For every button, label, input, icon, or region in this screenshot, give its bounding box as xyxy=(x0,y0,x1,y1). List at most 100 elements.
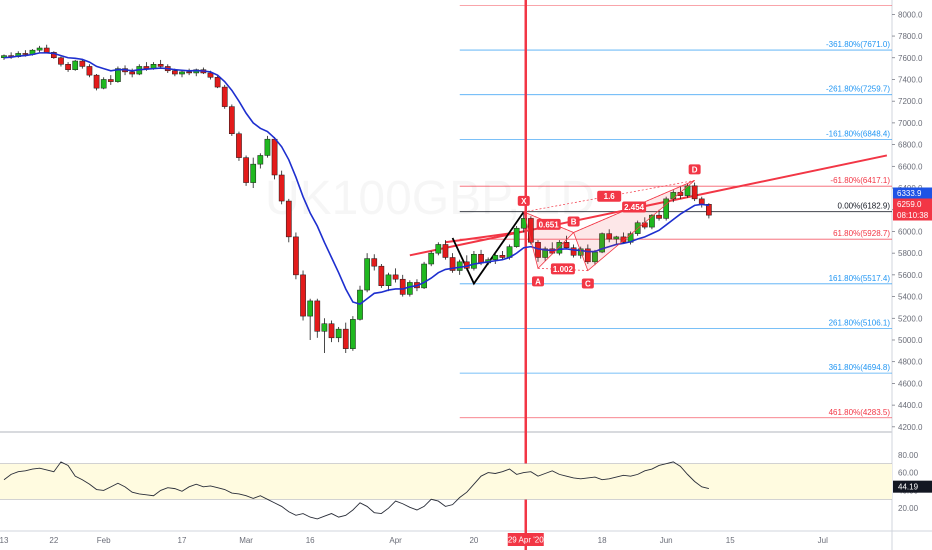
candle[interactable] xyxy=(513,226,520,248)
candle-body xyxy=(570,247,577,256)
candle[interactable] xyxy=(257,153,264,169)
price-tick-label: 6800.0 xyxy=(898,141,923,150)
candle[interactable] xyxy=(606,229,613,243)
candle-body xyxy=(421,263,427,289)
candle-body xyxy=(342,328,349,349)
candle[interactable] xyxy=(428,250,435,267)
candle[interactable] xyxy=(193,68,200,77)
candle[interactable] xyxy=(100,77,107,90)
harmonic-point-x[interactable]: X xyxy=(517,195,530,206)
harmonic-ratio[interactable]: 2.454 xyxy=(622,201,647,213)
candle-body xyxy=(442,244,449,258)
harmonic-point-a[interactable]: A xyxy=(532,276,544,287)
candle[interactable] xyxy=(271,137,278,180)
candle[interactable] xyxy=(435,242,442,256)
candle[interactable] xyxy=(556,240,563,256)
candle[interactable] xyxy=(364,253,370,293)
candle[interactable] xyxy=(250,157,257,189)
candle-body xyxy=(179,71,185,75)
candle[interactable] xyxy=(236,131,242,161)
candle[interactable] xyxy=(570,244,577,258)
candle[interactable] xyxy=(93,74,100,91)
candle[interactable] xyxy=(228,104,235,136)
wedge-pattern-line[interactable] xyxy=(451,211,525,286)
candle-body xyxy=(36,47,43,51)
trendline[interactable] xyxy=(445,230,524,244)
candle[interactable] xyxy=(72,59,79,71)
candle[interactable] xyxy=(691,182,698,202)
candle[interactable] xyxy=(264,135,271,158)
candle[interactable] xyxy=(86,64,93,78)
candle[interactable] xyxy=(300,270,306,321)
candle[interactable] xyxy=(36,45,43,53)
harmonic-ratio-badge xyxy=(597,190,622,202)
time-highlight-tag[interactable]: 29 Apr '20 xyxy=(507,533,544,546)
harmonic-point-d[interactable]: D xyxy=(688,164,701,175)
candle[interactable] xyxy=(378,264,385,288)
price-tick-label: 5200.0 xyxy=(898,314,923,323)
candle[interactable] xyxy=(314,298,321,338)
candle-body xyxy=(243,157,249,183)
candle[interactable] xyxy=(58,56,64,67)
candle[interactable] xyxy=(328,320,335,343)
candle-body xyxy=(556,242,563,254)
harmonic-ratio[interactable]: 1.002 xyxy=(550,263,575,275)
candle[interactable] xyxy=(463,255,470,271)
candle[interactable] xyxy=(285,198,292,243)
harmonic-ratio-line xyxy=(523,211,574,233)
harmonic-ratio[interactable]: 1.6 xyxy=(597,190,622,202)
candle[interactable] xyxy=(350,316,356,351)
candle[interactable] xyxy=(499,250,506,260)
candle[interactable] xyxy=(421,261,427,289)
candle[interactable] xyxy=(663,196,670,221)
ema-line xyxy=(3,52,710,306)
candle[interactable] xyxy=(65,62,71,72)
fib-level-label: -61.80%(6417.1) xyxy=(830,176,890,185)
candle[interactable] xyxy=(335,326,342,343)
candle[interactable] xyxy=(221,84,228,109)
candle-body xyxy=(221,86,228,107)
candle-body xyxy=(706,204,712,216)
candle[interactable] xyxy=(584,244,591,265)
candle[interactable] xyxy=(50,51,57,59)
candle[interactable] xyxy=(599,232,605,254)
candle[interactable] xyxy=(186,68,192,76)
candle[interactable] xyxy=(620,232,627,244)
harmonic-point-b[interactable]: B xyxy=(567,216,580,227)
candle[interactable] xyxy=(293,232,299,280)
harmonic-point-badge xyxy=(688,164,701,175)
candle[interactable] xyxy=(542,246,548,261)
candle[interactable] xyxy=(563,235,570,249)
candle[interactable] xyxy=(492,253,499,265)
candle[interactable] xyxy=(406,280,413,297)
candle[interactable] xyxy=(107,75,114,85)
candle[interactable] xyxy=(449,253,456,273)
candle-body xyxy=(649,214,655,228)
candle[interactable] xyxy=(307,298,314,340)
candle[interactable] xyxy=(278,170,285,205)
candle[interactable] xyxy=(392,268,399,283)
candle[interactable] xyxy=(79,58,86,69)
candle[interactable] xyxy=(243,155,249,186)
harmonic-point-c[interactable]: C xyxy=(581,278,594,289)
price-tag-badge xyxy=(893,187,932,199)
candle[interactable] xyxy=(385,272,392,292)
time-tick-label: 13 xyxy=(0,536,9,545)
candle[interactable] xyxy=(321,318,328,354)
candle[interactable] xyxy=(656,209,662,221)
candle[interactable] xyxy=(115,66,121,83)
candle[interactable] xyxy=(698,196,705,208)
trendline[interactable] xyxy=(409,154,888,257)
candle[interactable] xyxy=(157,59,164,69)
candle[interactable] xyxy=(613,235,620,245)
candle[interactable] xyxy=(371,254,378,271)
candle[interactable] xyxy=(214,75,221,89)
candle[interactable] xyxy=(442,240,449,260)
candle[interactable] xyxy=(471,250,477,271)
fib-level-label: 261.80%(5106.1) xyxy=(829,318,891,327)
candle[interactable] xyxy=(342,322,349,354)
candle[interactable] xyxy=(706,203,712,219)
candle[interactable] xyxy=(399,274,406,297)
harmonic-ratio[interactable]: 0.651 xyxy=(536,218,561,230)
